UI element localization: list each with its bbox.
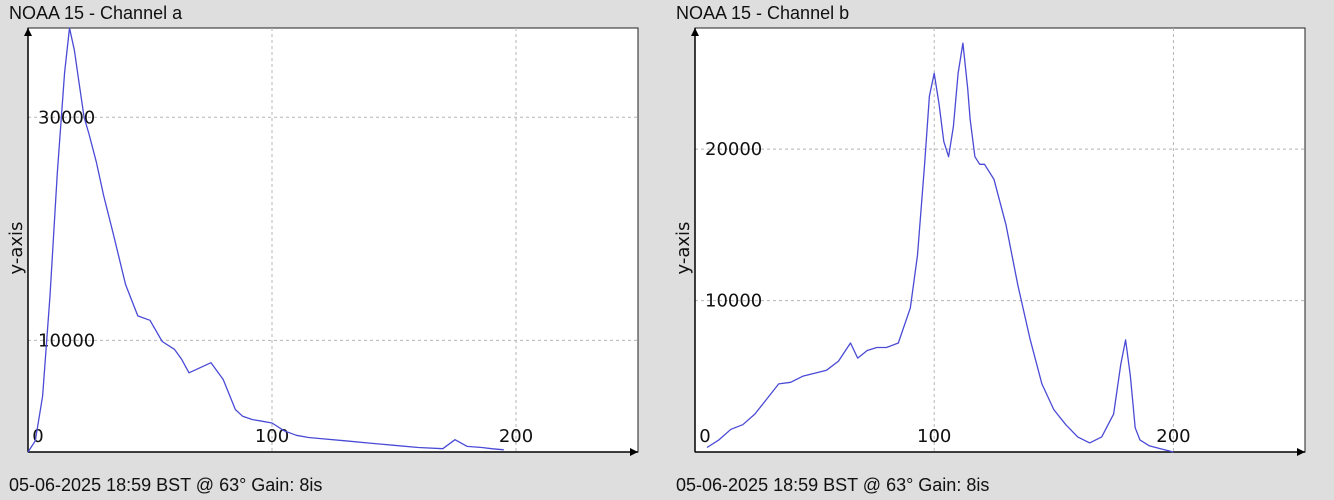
chart-a-x-axis-arrow	[630, 448, 638, 456]
chart-b-x-tick-label: 200	[1156, 426, 1190, 447]
chart-b-y-axis-label: y-axis	[673, 222, 694, 275]
chart-a-y-tick-label: 30000	[38, 107, 95, 128]
chart-a-plot-area	[27, 27, 639, 453]
chart-b-title: NOAA 15 - Channel b	[676, 3, 850, 23]
chart-a-footer: 05-06-2025 18:59 BST @ 63° Gain: 8is	[9, 475, 323, 495]
chart-b-y-tick-label: 20000	[705, 139, 762, 160]
chart-b-footer: 05-06-2025 18:59 BST @ 63° Gain: 8is	[676, 475, 990, 495]
chart-b-y-tick-label: 10000	[705, 291, 762, 312]
chart-b-y-axis-arrow	[691, 28, 699, 36]
chart-a-x-tick-label: 0	[32, 426, 43, 447]
chart-a-y-axis-arrow	[24, 28, 32, 36]
chart-a-y-tick-label: 10000	[38, 330, 95, 351]
chart-b-x-tick-label: 0	[699, 426, 710, 447]
chart-a-title: NOAA 15 - Channel a	[9, 3, 183, 23]
chart-a-x-tick-label: 200	[499, 426, 533, 447]
chart-a-series-line-0	[27, 27, 504, 453]
chart-b-x-axis-arrow	[1297, 448, 1305, 456]
chart-b-svg: 0 100 200 10000 20000 y-axis	[673, 27, 1306, 456]
chart-panel-channel-a: 0 100 200 10000 30000 y-axis NOAA 15 - Chann…	[6, 3, 639, 495]
chart-a-x-tick-label: 100	[255, 426, 289, 447]
chart-b-x-tick-label: 100	[917, 426, 951, 447]
chart-b-series-line-0	[706, 42, 1174, 453]
chart-a-svg: 0 100 200 10000 30000 y-axis	[6, 27, 639, 456]
chart-a-y-axis-label: y-axis	[6, 222, 27, 275]
chart-b-plot-area	[694, 27, 1306, 453]
chart-panel-channel-b: 0 100 200 10000 20000 y-axis NOAA 15 - Chann…	[667, 0, 1334, 500]
